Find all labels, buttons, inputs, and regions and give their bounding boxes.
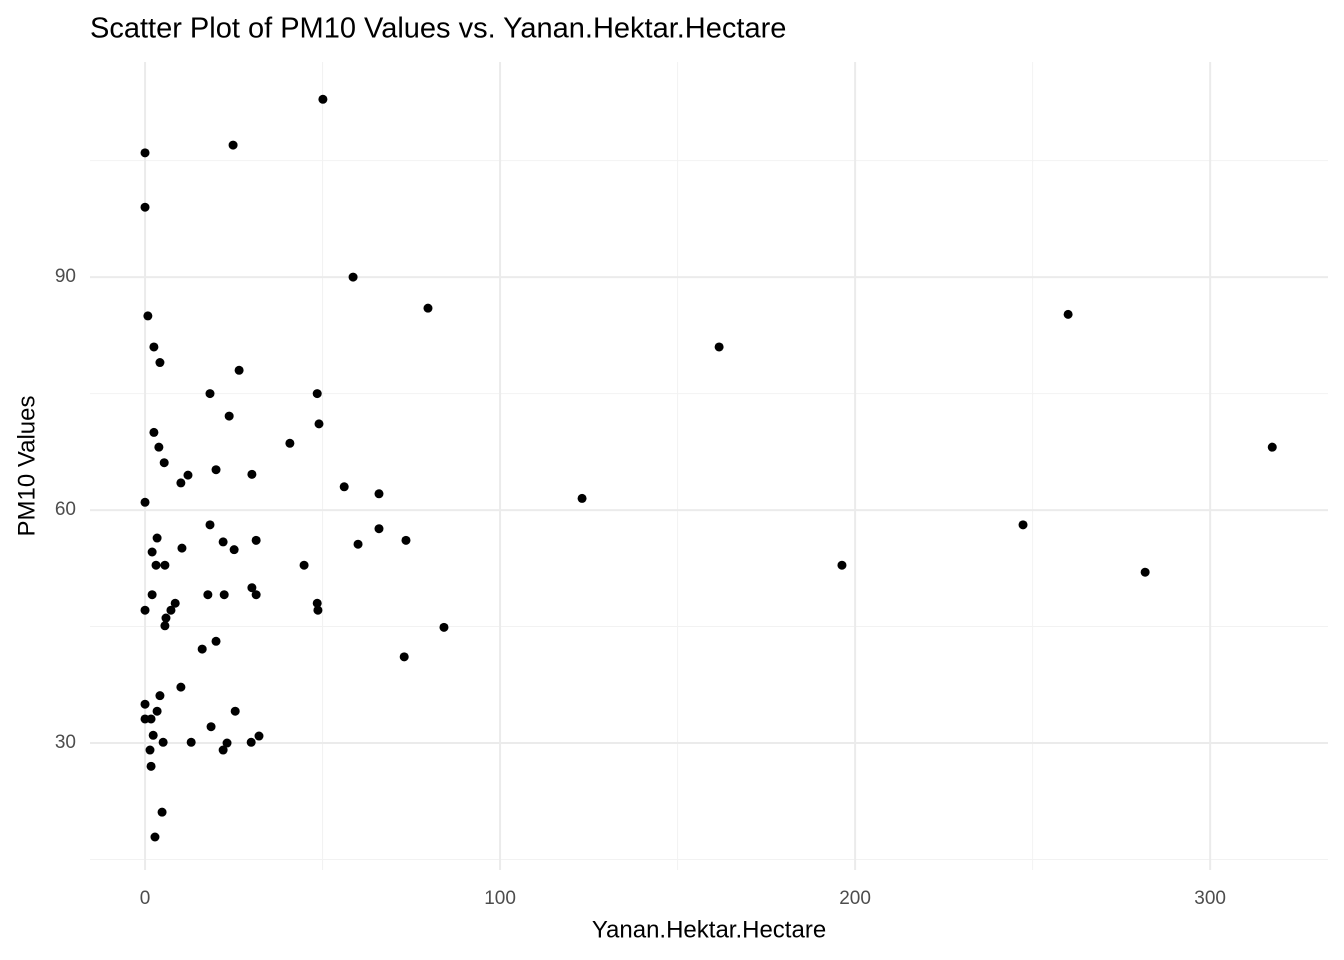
point [353, 539, 363, 549]
y-tick-label: 30 [55, 732, 76, 753]
x-tick-label: 100 [484, 888, 516, 909]
point [147, 547, 157, 557]
point [203, 590, 213, 600]
point [154, 442, 164, 452]
point [205, 520, 215, 530]
point [230, 706, 240, 716]
point [148, 730, 158, 740]
point [149, 427, 159, 437]
point [159, 458, 169, 468]
point [211, 465, 221, 475]
point [312, 389, 322, 399]
point [160, 560, 170, 570]
point [211, 636, 221, 646]
point [218, 537, 228, 547]
point [374, 524, 384, 534]
point [170, 598, 180, 608]
point [254, 731, 264, 741]
point [224, 411, 234, 421]
point [222, 738, 232, 748]
point [155, 691, 165, 701]
point [1267, 442, 1277, 452]
point [401, 535, 411, 545]
point [314, 419, 324, 429]
x-tick-label: 200 [839, 888, 871, 909]
point [197, 644, 207, 654]
point [140, 148, 150, 158]
point [1140, 567, 1150, 577]
point [140, 202, 150, 212]
point [157, 807, 167, 817]
point [229, 545, 239, 555]
point [147, 590, 157, 600]
point [1063, 309, 1073, 319]
point [146, 714, 156, 724]
point [339, 482, 349, 492]
point [247, 469, 257, 479]
point [149, 342, 159, 352]
point [152, 706, 162, 716]
point [285, 438, 295, 448]
point [246, 737, 256, 747]
point [234, 365, 244, 375]
point [313, 605, 323, 615]
point [206, 722, 216, 732]
point [577, 493, 587, 503]
point [348, 272, 358, 282]
point [160, 621, 170, 631]
point [143, 311, 153, 321]
point [140, 605, 150, 615]
point [299, 560, 309, 570]
y-tick-label: 60 [55, 499, 76, 520]
point [228, 140, 238, 150]
point [247, 583, 257, 593]
point [166, 605, 176, 615]
x-tick-label: 0 [140, 888, 151, 909]
point [251, 535, 261, 545]
point [161, 613, 171, 623]
point [183, 470, 193, 480]
point [140, 699, 150, 709]
point [374, 489, 384, 499]
x-tick-label: 300 [1194, 888, 1226, 909]
point [399, 652, 409, 662]
point [1018, 520, 1028, 530]
y-axis-title: PM10 Values [13, 396, 40, 537]
point [177, 543, 187, 553]
point [150, 832, 160, 842]
point [439, 622, 449, 632]
point [423, 303, 433, 313]
y-tick-label: 90 [55, 266, 76, 287]
point [151, 560, 161, 570]
point [318, 94, 328, 104]
point [176, 682, 186, 692]
point [312, 598, 322, 608]
point [837, 560, 847, 570]
point [205, 389, 215, 399]
point [158, 737, 168, 747]
point [140, 497, 150, 507]
point [155, 358, 165, 368]
point [219, 590, 229, 600]
point [714, 342, 724, 352]
point [186, 737, 196, 747]
point [176, 478, 186, 488]
point [218, 745, 228, 755]
point [152, 533, 162, 543]
point [146, 761, 156, 771]
point [251, 590, 261, 600]
chart-title: Scatter Plot of PM10 Values vs. Yanan.He… [90, 13, 786, 45]
point [145, 745, 155, 755]
x-axis-title: Yanan.Hektar.Hectare [592, 916, 826, 943]
